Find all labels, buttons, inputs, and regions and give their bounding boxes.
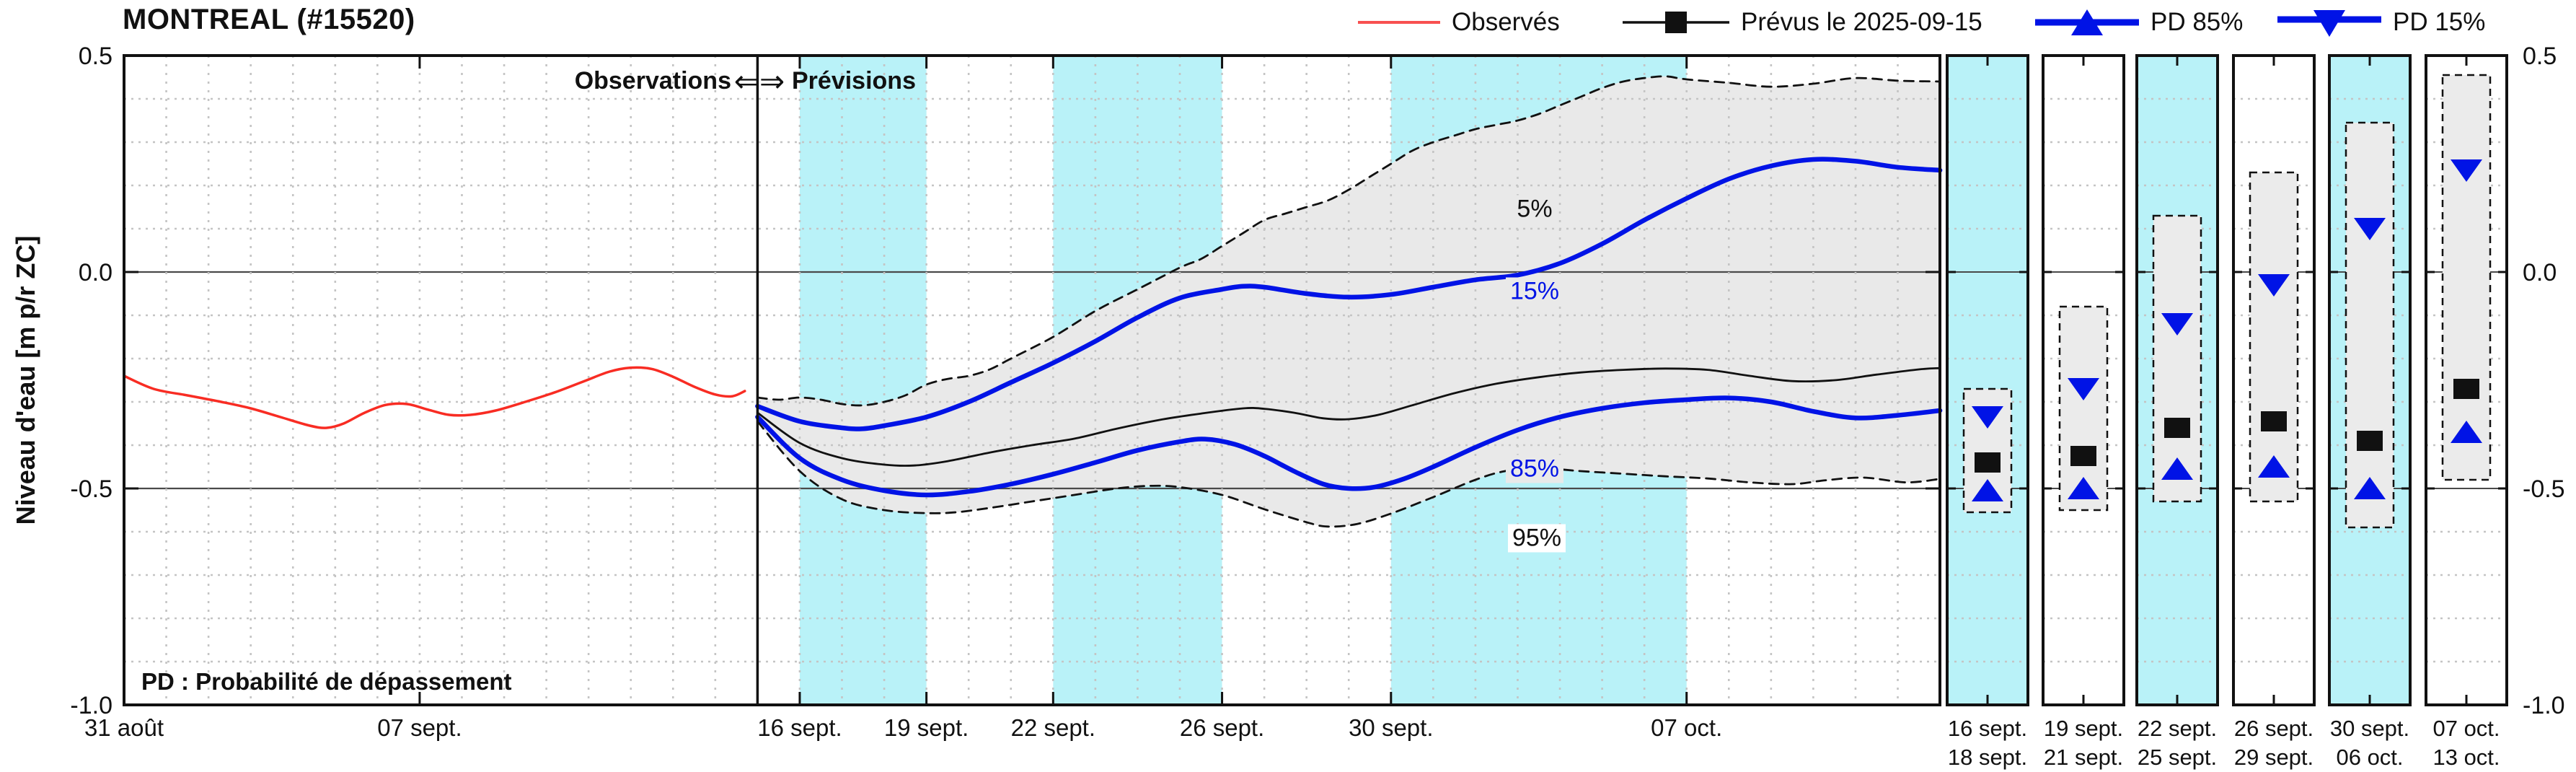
main-plot-border (123, 54, 1941, 706)
panel-date-label-line2: 06 oct. (2336, 745, 2403, 770)
curve-label-95pct: 95% (1507, 524, 1566, 553)
panel-pd15-marker (2354, 218, 2386, 240)
curve-label-85pct: 85% (1505, 455, 1564, 483)
previsions-region-label: Prévisions (792, 67, 916, 95)
legend-item-pd85: PD 85% (2034, 6, 2243, 39)
forecast-line-sample-icon (1623, 12, 1729, 33)
legend-forecast-label: Prévus le 2025-09-15 (1741, 8, 1982, 36)
panel-bg (1947, 56, 2028, 705)
curve-label-5pct: 5% (1512, 195, 1557, 224)
panel-date-label-line2: 18 sept. (1948, 745, 2027, 770)
curve-label-15pct: 15% (1505, 277, 1564, 306)
panel-date-label-line2: 29 sept. (2234, 745, 2313, 770)
legend-pd85-label: PD 85% (2151, 8, 2244, 36)
legend-item-observed: Observés (1357, 6, 1560, 39)
panel-range-bar (2345, 121, 2395, 529)
legend-item-pd15: PD 15% (2276, 6, 2485, 39)
panel-median-marker (2164, 418, 2190, 438)
observed-line-sample-icon (1358, 21, 1440, 24)
panel-date-label-line2: 25 sept. (2138, 745, 2217, 770)
panel-date-label-line2: 21 sept. (2044, 745, 2123, 770)
y-tick-label-left: -1.0 (70, 692, 113, 719)
uncertainty-band-5-95 (757, 76, 1941, 527)
legend-item-forecast: Prévus le 2025-09-15 (1621, 6, 1982, 39)
legend-pd15-label: PD 15% (2393, 8, 2486, 36)
x-tick-label: 07 oct. (1651, 714, 1722, 741)
forecast-85pct-line (755, 395, 1943, 498)
y-tick-label-right: 0.5 (2523, 43, 2557, 70)
panel-pd15-marker (2161, 313, 2193, 335)
forecast-15pct-line (755, 157, 1943, 431)
highlight-band (799, 56, 927, 705)
forecast-5pct-line (757, 75, 1941, 407)
x-tick-label: 31 août (84, 714, 164, 741)
pd85-triangle-up-icon (2035, 9, 2139, 35)
panel-median-marker (2070, 446, 2096, 466)
panel-pd85-marker (2451, 421, 2482, 443)
panel-date-label-line1: 19 sept. (2044, 716, 2123, 741)
panel-range-bar (2441, 74, 2492, 481)
panel-median-marker (2357, 431, 2383, 451)
y-tick-label-right: 0.0 (2523, 259, 2557, 286)
panel-pd15-marker (2258, 274, 2290, 297)
pd15-triangle-down-icon (2277, 10, 2381, 37)
panel-pd85-marker (2354, 477, 2386, 499)
panel-range-bar (2058, 305, 2109, 512)
panel-range-bar (2152, 214, 2202, 503)
panel-date-label-line1: 07 oct. (2432, 716, 2500, 741)
x-tick-label: 30 sept. (1349, 714, 1433, 741)
panel-median-marker (2261, 411, 2287, 431)
panel-median-marker (2453, 379, 2479, 399)
x-tick-label: 26 sept. (1180, 714, 1264, 741)
panel-date-label-line1: 26 sept. (2234, 716, 2313, 741)
panel-date-label-line1: 16 sept. (1948, 716, 2027, 741)
panel-pd15-marker (1972, 406, 2003, 429)
forecast-median-line (757, 367, 1941, 468)
forecast-95pct-line (757, 420, 1941, 528)
y-axis-label: Niveau d'eau [m p/r ZC] (11, 235, 40, 525)
panel-range-bar (2249, 171, 2299, 503)
region-divider-arrows-icon: ⇐⇒ (733, 64, 785, 98)
panel-date-label-line1: 30 sept. (2330, 716, 2409, 741)
y-tick-label-right: -0.5 (2523, 475, 2565, 503)
panel-pd85-marker (2068, 477, 2099, 499)
y-tick-label-left: -0.5 (70, 475, 113, 503)
y-tick-label-left: 0.5 (79, 43, 113, 70)
panel-pd85-marker (2161, 457, 2193, 480)
x-tick-label: 22 sept. (1011, 714, 1095, 741)
x-tick-label: 07 sept. (377, 714, 462, 741)
panel-pd15-marker (2451, 159, 2482, 182)
panel-pd85-marker (2258, 455, 2290, 478)
panel-date-label-line1: 22 sept. (2138, 716, 2217, 741)
page-title: MONTREAL (#15520) (123, 4, 415, 35)
panel-pd85-marker (1972, 479, 2003, 501)
y-tick-label-right: -1.0 (2523, 692, 2565, 719)
legend-observed-label: Observés (1452, 8, 1560, 36)
panel-pd15-marker (2068, 378, 2099, 400)
x-tick-label: 16 sept. (757, 714, 842, 741)
y-tick-label-left: 0.0 (79, 259, 113, 286)
panel-median-marker (1975, 452, 2001, 473)
panel-date-label-line2: 13 oct. (2432, 745, 2500, 770)
pd-definition-note: PD : Probabilité de dépassement (141, 668, 512, 695)
observed-line (123, 366, 746, 429)
observations-region-label: Observations (574, 67, 731, 95)
x-tick-label: 19 sept. (884, 714, 969, 741)
